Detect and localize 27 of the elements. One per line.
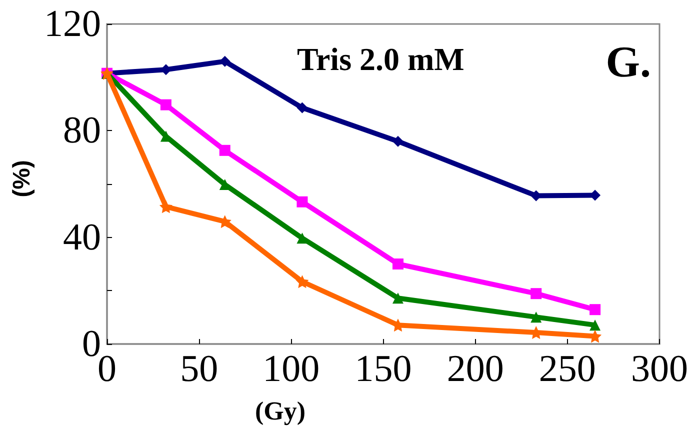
annotation: G.	[606, 38, 652, 86]
point	[392, 258, 404, 270]
point	[590, 320, 601, 331]
x-tick-label: 300	[631, 348, 688, 390]
point	[296, 232, 308, 244]
x-tick-label: 100	[262, 348, 320, 390]
y-tick-label: 80	[63, 110, 101, 152]
text: Tris 2.0 mM	[297, 41, 464, 77]
y-tick-label: 40	[63, 216, 101, 258]
point	[530, 312, 542, 323]
x-tick-label: 200	[446, 348, 504, 390]
point	[160, 99, 172, 110]
point	[296, 275, 309, 288]
point	[590, 304, 601, 316]
point	[296, 102, 308, 114]
point	[530, 288, 542, 300]
point	[392, 136, 404, 147]
x-axis-title: (Gy)	[255, 396, 306, 426]
point	[392, 292, 404, 304]
x-tick-label: 250	[538, 348, 596, 390]
point	[159, 200, 172, 214]
y-axis-title: (%)	[8, 160, 36, 198]
x-tick-label: 50	[180, 348, 218, 390]
point	[219, 144, 230, 156]
point	[296, 196, 308, 208]
y-tick-label: 120	[44, 3, 101, 45]
x-tick-label: 150	[354, 348, 412, 390]
